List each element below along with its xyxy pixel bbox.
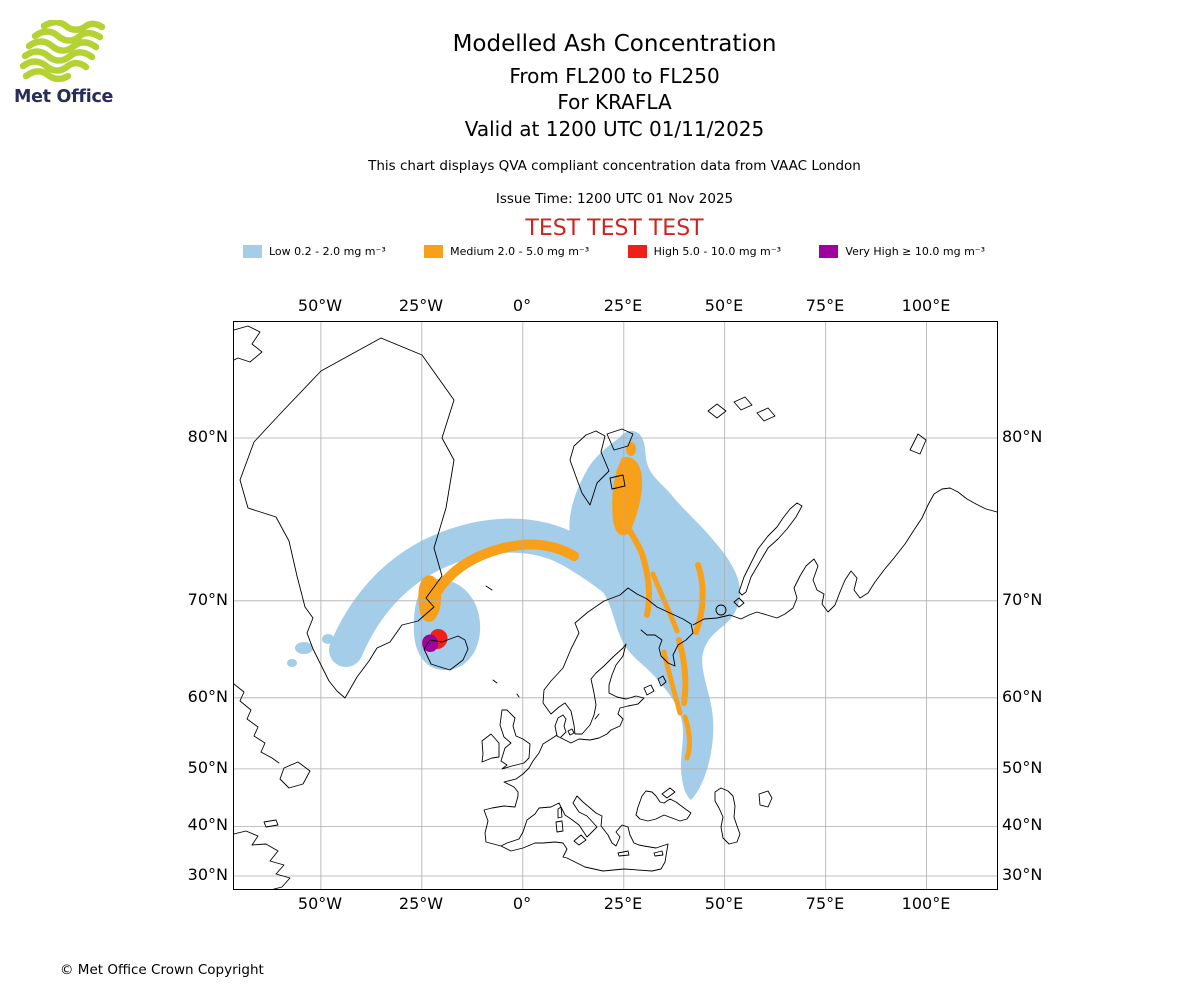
ash-plume-very-high: [421, 634, 439, 652]
lon-label-top-5: 75°E: [805, 296, 845, 315]
shetland-islands: [516, 693, 520, 698]
caspian-sea-coastline: [714, 787, 773, 845]
lon-label-top-2: 0°: [512, 296, 532, 315]
ash-plume-medium-patch: [626, 442, 636, 456]
lon-label-bottom-1: 25°W: [398, 894, 444, 913]
legend: Low 0.2 - 2.0 mg m⁻³ Medium 2.0 - 5.0 mg…: [243, 243, 985, 259]
ash-plume-very-high-blob: [421, 634, 439, 652]
lon-label-top-6: 100°E: [901, 296, 951, 315]
ash-plume-medium-streak: [693, 562, 706, 635]
gulf-st-lawrence-coastline: [233, 830, 291, 890]
europe-atlantic-coastline: [483, 734, 558, 847]
coastlines: [233, 325, 998, 890]
lon-label-bottom-2: 0°: [512, 894, 532, 913]
legend-item-high: High 5.0 - 10.0 mg m⁻³: [627, 244, 781, 258]
lon-label-top-1: 25°W: [398, 296, 444, 315]
lat-label-left-3: 50°N: [187, 758, 228, 777]
lat-label-right-0: 80°N: [1002, 427, 1043, 446]
lon-label-bottom-0: 50°W: [297, 894, 343, 913]
newfoundland-coastline: [279, 761, 311, 789]
legend-label-high: High 5.0 - 10.0 mg m⁻³: [653, 244, 781, 258]
lat-label-left-1: 70°N: [187, 590, 228, 609]
labrador-coastline: [233, 683, 280, 764]
novaya-zemlya-coastline: [733, 502, 803, 608]
ellesmere-coastline: [233, 325, 263, 363]
legend-swatch-very-high: [819, 244, 839, 258]
ash-plume-low-patch: [295, 642, 313, 654]
lat-label-right-3: 50°N: [1002, 758, 1043, 777]
ash-plume-medium-streaks: [423, 528, 706, 761]
legend-swatch-low: [243, 244, 262, 258]
ash-plume-low-patch: [287, 659, 297, 667]
denmark-coastline: [554, 714, 575, 738]
ash-plume-medium-streak: [682, 714, 692, 761]
jan-mayen-island: [485, 585, 493, 591]
subtitle-flight-levels: From FL200 to FL250: [509, 64, 720, 88]
logo-wave-lines: [19, 19, 106, 83]
greenland-coastline: [239, 337, 455, 699]
ash-plume-medium-arc-core: [423, 539, 579, 613]
map-frame: [233, 321, 998, 890]
mediterranean-coastline: [500, 795, 669, 872]
scandinavia-baltic-coastline: [542, 587, 645, 744]
lat-label-right-4: 40°N: [1002, 815, 1043, 834]
lon-label-bottom-6: 100°E: [901, 894, 951, 913]
ash-plume-low-arc: [329, 518, 647, 667]
ash-plume-medium-streak: [661, 649, 683, 716]
ash-plume-medium-streak: [640, 554, 653, 618]
test-banner: TEST TEST TEST: [525, 216, 704, 241]
ash-plume-medium-svalbard-blob: [612, 457, 643, 536]
ash-plume-low-main-mass: [569, 430, 741, 800]
ash-plume-medium-streak: [650, 571, 680, 634]
severnaya-zemlya: [909, 433, 927, 455]
compliance-note: This chart displays QVA compliant concen…: [368, 158, 861, 174]
legend-swatch-medium: [424, 244, 444, 258]
lon-label-bottom-5: 75°E: [805, 894, 845, 913]
lon-label-bottom-4: 50°E: [704, 894, 744, 913]
subtitle-volcano: For KRAFLA: [557, 90, 672, 114]
copyright-notice: © Met Office Crown Copyright: [60, 962, 264, 978]
legend-item-low: Low 0.2 - 2.0 mg m⁻³: [243, 244, 386, 258]
legend-label-very-high: Very High ≥ 10.0 mg m⁻³: [845, 244, 985, 258]
lon-label-bottom-3: 25°E: [603, 894, 643, 913]
ireland-coastline: [481, 733, 500, 763]
black-sea-coastline: [635, 787, 692, 822]
map-canvas: [233, 322, 998, 890]
met-office-logo-waves: [19, 19, 106, 83]
lat-label-right-1: 70°N: [1002, 590, 1043, 609]
legend-label-medium: Medium 2.0 - 5.0 mg m⁻³: [450, 244, 590, 258]
lon-label-top-0: 50°W: [297, 296, 343, 315]
legend-item-medium: Medium 2.0 - 5.0 mg m⁻³: [424, 244, 590, 258]
issue-time: Issue Time: 1200 UTC 01 Nov 2025: [495, 191, 734, 207]
lat-label-right-2: 60°N: [1002, 687, 1043, 706]
legend-label-low: Low 0.2 - 2.0 mg m⁻³: [269, 244, 386, 258]
ash-plume-low-patch: [322, 634, 334, 644]
lat-label-left-2: 60°N: [187, 687, 228, 706]
lat-label-left-5: 30°N: [187, 865, 228, 884]
kolguyev-island: [715, 604, 727, 616]
page-title: Modelled Ash Concentration: [452, 31, 777, 57]
met-office-logo-text: Met Office: [14, 87, 114, 107]
lat-label-left-0: 80°N: [187, 427, 228, 446]
lakes-ladoga-onega-gotland: [594, 675, 667, 720]
faroe-islands: [492, 679, 498, 684]
legend-item-very-high: Very High ≥ 10.0 mg m⁻³: [819, 244, 985, 258]
lat-label-left-4: 40°N: [187, 815, 228, 834]
iceland-coastline: [423, 635, 469, 671]
lat-label-right-5: 30°N: [1002, 865, 1043, 884]
great-britain-coastline: [499, 709, 531, 770]
anticosti-island: [263, 819, 279, 828]
subtitle-valid-time: Valid at 1200 UTC 01/11/2025: [464, 117, 765, 141]
ash-plume-low-arc-band: [329, 518, 647, 667]
legend-swatch-high: [627, 244, 647, 258]
kola-white-sea-coastline: [627, 587, 694, 667]
franz-josef-land: [707, 396, 776, 422]
russian-arctic-coastline: [692, 487, 998, 626]
graticule: [234, 322, 997, 889]
lon-label-top-4: 50°E: [704, 296, 744, 315]
met-office-logo: Met Office: [14, 19, 124, 107]
svalbard-coastline: [569, 428, 634, 506]
lon-label-top-3: 25°E: [603, 296, 643, 315]
